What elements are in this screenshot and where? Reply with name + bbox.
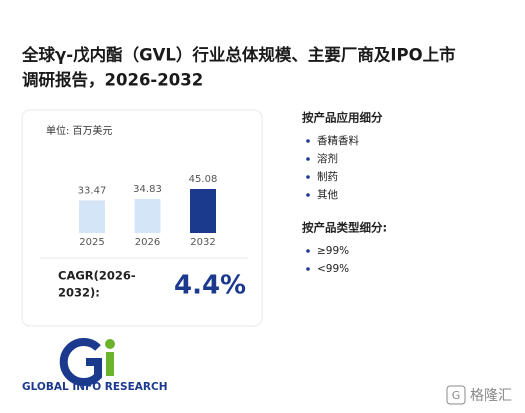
- bullet: [306, 249, 310, 253]
- bar: [190, 189, 216, 233]
- segment-item: 香精香料: [317, 134, 359, 147]
- cagr-label: 2032):: [58, 286, 100, 300]
- bullet: [306, 139, 310, 143]
- watermark-text: 格隆汇: [470, 388, 512, 404]
- cagr-value: 4.4%: [174, 271, 246, 301]
- bar: [134, 199, 161, 233]
- bullet: [306, 193, 310, 197]
- value-label: 34.83: [133, 184, 162, 195]
- logo-text: GLOBAL INFO RESEARCH: [22, 381, 167, 393]
- segment-item: <99%: [317, 263, 349, 275]
- segment-item: 制药: [317, 170, 338, 183]
- title: 全球γ-戊内酯（GVL）行业总体规模、主要厂商及IPO上市: [21, 45, 456, 65]
- unit-label: 单位: 百万美元: [46, 124, 113, 137]
- watermark-logo: G: [446, 385, 466, 405]
- bullet: [306, 175, 310, 179]
- segment-item: ≥99%: [317, 245, 349, 257]
- title: 调研报告，2026-2032: [22, 70, 203, 90]
- bullet: [306, 267, 310, 271]
- category-label: 2026: [135, 237, 160, 248]
- category-label: 2032: [190, 237, 215, 248]
- value-label: 33.47: [78, 185, 107, 196]
- value-label: 45.08: [189, 174, 218, 185]
- category-label: 2025: [79, 237, 104, 248]
- bar: [79, 200, 105, 233]
- segment-item: 其他: [317, 188, 338, 201]
- cagr-label: CAGR(2026-: [58, 269, 136, 283]
- bullet: [306, 157, 310, 161]
- segment-item: 溶剂: [317, 152, 338, 165]
- logo-mark: [59, 338, 115, 386]
- segment-heading: 按产品应用细分: [302, 111, 383, 125]
- segment-heading: 按产品类型细分:: [302, 221, 387, 235]
- icon-letter: G: [452, 389, 461, 402]
